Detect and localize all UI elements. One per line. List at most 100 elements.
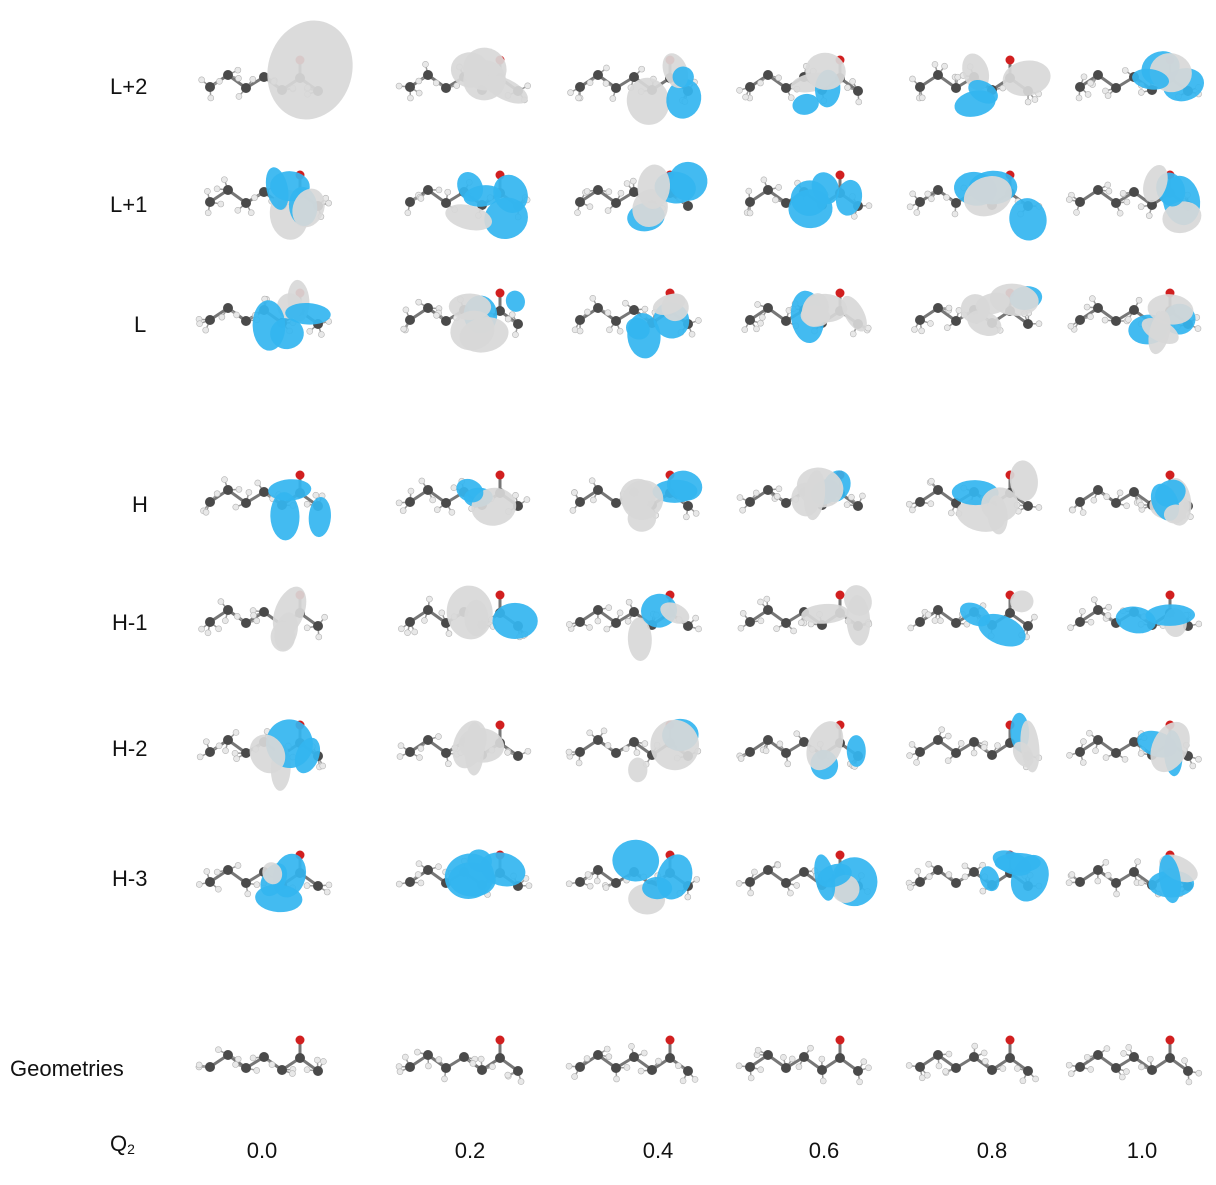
hydrogen-atom — [1094, 877, 1102, 885]
orbital-lobes-l-q0-4 — [625, 293, 690, 359]
carbon-atom — [513, 1066, 523, 1076]
orbital-lobes-h-q1-0 — [1149, 478, 1192, 526]
carbon-atom — [593, 865, 603, 875]
negative-lobe — [981, 487, 1019, 522]
negative-lobe — [841, 295, 867, 332]
carbon-atom — [665, 1053, 675, 1063]
hydrogen-atom — [247, 209, 255, 216]
carbon-atom — [1093, 605, 1103, 615]
carbon-atom — [1111, 498, 1121, 508]
carbon-atom — [1111, 1063, 1121, 1073]
hydrogen-atom — [453, 82, 461, 89]
hydrogen-atom — [303, 624, 311, 632]
carbon-atom — [423, 735, 433, 745]
hydrogen-atom — [477, 1055, 485, 1063]
hydrogen-atom — [289, 1070, 296, 1077]
carbon-atom — [683, 501, 693, 511]
carbon-atom — [405, 747, 415, 757]
hydrogen-atom — [775, 74, 782, 82]
hydrogen-atom — [772, 196, 779, 204]
hydrogen-atom — [736, 87, 743, 94]
carbon-atom — [593, 605, 603, 615]
carbon-atom — [1111, 316, 1121, 326]
hydrogen-atom — [512, 491, 519, 499]
carbon-atom — [593, 735, 603, 745]
carbon-atom — [405, 82, 415, 92]
carbon-atom — [781, 498, 791, 508]
carbon-atom — [575, 747, 585, 757]
hydrogen-atom — [951, 210, 959, 218]
hydrogen-atom — [906, 752, 913, 759]
positive-lobe — [1009, 198, 1047, 241]
hydrogen-atom — [604, 309, 612, 317]
carbon-atom — [915, 747, 925, 757]
negative-lobe — [801, 603, 849, 624]
hydrogen-atom — [576, 327, 584, 335]
cell-geometry-q1-0 — [1065, 1035, 1203, 1086]
hydrogen-atom — [253, 1067, 261, 1074]
carbon-atom — [593, 303, 603, 313]
orbital-lobes-l-plus-2-q0-2 — [450, 47, 528, 104]
carbon-atom — [745, 197, 755, 207]
hydrogen-atom — [1031, 96, 1039, 103]
carbon-atom — [1023, 501, 1033, 511]
negative-lobe — [626, 77, 670, 125]
carbon-atom — [1111, 83, 1121, 93]
cell-l-q0-0 — [195, 279, 333, 351]
cell-h-minus-1-q0-0 — [198, 586, 328, 652]
cell-l-plus-1-q0-0 — [204, 167, 332, 240]
carbon-atom — [933, 605, 943, 615]
carbon-atom — [575, 82, 585, 92]
hydrogen-atom — [603, 1045, 611, 1053]
hydrogen-atom — [1125, 1044, 1133, 1051]
oxygen-atom — [495, 1035, 505, 1045]
positive-lobe — [979, 866, 1000, 892]
oxygen-atom — [495, 720, 505, 730]
hydrogen-atom — [418, 477, 426, 485]
orbital-lobes-l-plus-2-q1-0 — [1132, 51, 1205, 102]
negative-lobe — [448, 293, 492, 321]
molecule-geometry-q1-0 — [1065, 1035, 1203, 1086]
negative-lobe — [628, 757, 648, 783]
carbon-atom — [1075, 197, 1085, 207]
hydrogen-atom — [215, 1046, 222, 1054]
hydrogen-atom — [849, 78, 856, 85]
hydrogen-atom — [250, 612, 257, 619]
hydrogen-atom — [232, 1061, 239, 1068]
hydrogen-atom — [204, 629, 212, 637]
hydrogen-atom — [504, 749, 511, 756]
cell-h-minus-1-q1-0 — [1067, 590, 1203, 638]
carbon-atom — [405, 617, 415, 627]
hydrogen-atom — [1073, 209, 1080, 216]
carbon-atom — [933, 485, 943, 495]
hydrogen-atom — [1104, 871, 1112, 879]
molecule-geometry-q0-0 — [195, 1035, 327, 1077]
orbital-lobes-h-minus-3-q0-6 — [814, 854, 878, 907]
carbon-atom — [933, 1050, 943, 1060]
hydrogen-atom — [850, 213, 858, 220]
hydrogen-atom — [421, 617, 428, 624]
hydrogen-atom — [1104, 181, 1112, 189]
hydrogen-atom — [924, 611, 932, 618]
carbon-atom — [933, 865, 943, 875]
hydrogen-atom — [448, 508, 456, 516]
hydrogen-atom — [1066, 751, 1073, 759]
hydrogen-atom — [961, 862, 969, 870]
hydrogen-atom — [640, 1049, 648, 1057]
cell-h-q1-0 — [1068, 470, 1194, 526]
hydrogen-atom — [776, 740, 784, 748]
positive-lobe — [968, 79, 998, 104]
hydrogen-atom — [1079, 607, 1086, 615]
hydrogen-atom — [407, 94, 414, 102]
hydrogen-atom — [741, 326, 749, 333]
hydrogen-atom — [571, 1073, 578, 1080]
hydrogen-atom — [1019, 1077, 1027, 1085]
carbon-atom — [241, 198, 251, 208]
carbon-atom — [205, 617, 215, 627]
orbital-lobes-h-minus-1-q0-8 — [959, 590, 1034, 647]
positive-lobe — [272, 853, 307, 898]
positive-lobe — [252, 300, 286, 351]
orbital-lobes-h-minus-3-q0-0 — [255, 853, 307, 913]
carbon-atom — [969, 737, 979, 747]
hydrogen-atom — [944, 732, 952, 740]
